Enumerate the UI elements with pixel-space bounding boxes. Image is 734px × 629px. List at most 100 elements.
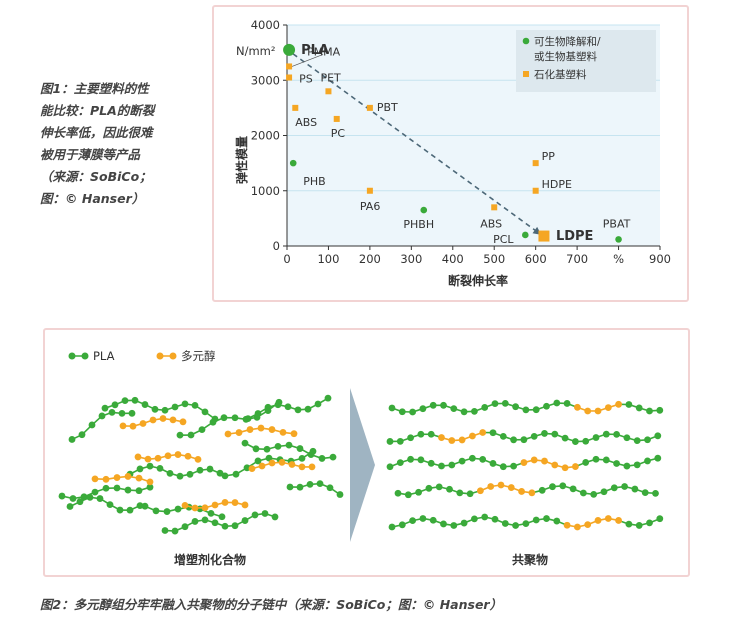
monomer bbox=[101, 404, 109, 412]
monomer bbox=[76, 498, 84, 506]
monomer bbox=[549, 483, 556, 491]
monomer bbox=[144, 455, 152, 463]
monomer bbox=[522, 520, 530, 528]
arrow-right-icon bbox=[350, 388, 375, 542]
monomer bbox=[479, 429, 487, 436]
monomer bbox=[569, 485, 577, 493]
monomer bbox=[541, 430, 548, 437]
monomer bbox=[113, 484, 121, 492]
caption-line: 被用于薄膜等产品 bbox=[40, 147, 141, 162]
monomer bbox=[246, 426, 254, 433]
monomer bbox=[460, 408, 468, 416]
monomer bbox=[231, 414, 239, 422]
monomer bbox=[271, 513, 279, 521]
monomer bbox=[141, 401, 149, 408]
monomer bbox=[181, 501, 189, 509]
monomer bbox=[510, 462, 517, 470]
monomer bbox=[561, 464, 569, 472]
monomer bbox=[633, 461, 641, 469]
monomer bbox=[191, 504, 199, 512]
monomer bbox=[194, 455, 202, 463]
monomer bbox=[146, 478, 154, 486]
monomer bbox=[479, 455, 487, 463]
monomer bbox=[111, 401, 119, 409]
x-tick-label: 600 bbox=[525, 252, 547, 266]
monomer bbox=[481, 404, 489, 411]
monomer bbox=[181, 523, 189, 531]
monomer bbox=[207, 509, 215, 517]
monomer bbox=[304, 405, 312, 413]
y-unit-label: N/mm² bbox=[236, 44, 276, 58]
monomer bbox=[553, 517, 561, 525]
caption-line: 图：© Hanser） bbox=[40, 191, 145, 206]
data-point bbox=[522, 231, 529, 239]
monomer bbox=[438, 462, 445, 470]
monomer bbox=[159, 415, 167, 422]
monomer bbox=[654, 454, 662, 462]
monomer bbox=[232, 470, 240, 478]
monomer bbox=[563, 521, 571, 529]
monomer bbox=[602, 456, 610, 464]
monomer bbox=[417, 430, 425, 438]
monomer bbox=[425, 484, 433, 492]
x-tick-label: % bbox=[613, 252, 624, 266]
monomer bbox=[427, 430, 435, 438]
monomer bbox=[284, 403, 292, 411]
monomer bbox=[218, 513, 226, 521]
monomer bbox=[151, 405, 159, 413]
monomer bbox=[530, 432, 538, 440]
legend-marker-green bbox=[522, 37, 530, 45]
monomer bbox=[206, 465, 214, 473]
point-label: PA6 bbox=[360, 200, 380, 213]
monomer bbox=[543, 515, 550, 522]
data-point bbox=[283, 43, 296, 56]
monomer bbox=[308, 463, 316, 471]
data-point bbox=[532, 160, 539, 167]
monomer bbox=[396, 459, 404, 467]
monomer bbox=[635, 404, 643, 412]
x-tick-label: 0 bbox=[283, 252, 290, 266]
monomer bbox=[551, 461, 559, 469]
monomer bbox=[530, 456, 538, 464]
monomer bbox=[263, 445, 271, 453]
monomer bbox=[594, 407, 602, 415]
data-point bbox=[615, 236, 622, 243]
monomer bbox=[415, 488, 422, 496]
monomer bbox=[644, 436, 651, 444]
monomer bbox=[201, 408, 209, 416]
monomer bbox=[501, 520, 509, 527]
monomer bbox=[196, 466, 204, 474]
monomer bbox=[154, 454, 162, 462]
monomer bbox=[584, 407, 592, 415]
monomer bbox=[644, 457, 651, 465]
monomer bbox=[469, 454, 476, 462]
monomer bbox=[298, 454, 306, 462]
monomer bbox=[96, 495, 104, 502]
monomer bbox=[119, 422, 127, 430]
monomer bbox=[106, 501, 114, 509]
monomer bbox=[141, 502, 149, 510]
monomer bbox=[231, 522, 239, 530]
monomer bbox=[582, 459, 590, 466]
monomer bbox=[615, 517, 622, 524]
data-point bbox=[325, 88, 332, 95]
monomer bbox=[241, 517, 249, 524]
monomer bbox=[174, 505, 182, 513]
monomer bbox=[69, 495, 77, 502]
y-tick-label: 3000 bbox=[251, 73, 280, 87]
monomer bbox=[584, 521, 592, 529]
monomer bbox=[610, 484, 618, 492]
monomer bbox=[257, 424, 265, 432]
monomer bbox=[656, 406, 664, 414]
monomer bbox=[285, 441, 293, 449]
monomer bbox=[254, 410, 262, 417]
data-point bbox=[292, 104, 299, 111]
monomer bbox=[124, 473, 132, 480]
legend-pla-label: PLA bbox=[93, 349, 115, 363]
monomer bbox=[254, 457, 262, 465]
monomer bbox=[243, 464, 251, 472]
monomer bbox=[398, 521, 406, 529]
monomer bbox=[318, 455, 326, 462]
data-point bbox=[286, 74, 293, 81]
monomer bbox=[440, 401, 447, 409]
